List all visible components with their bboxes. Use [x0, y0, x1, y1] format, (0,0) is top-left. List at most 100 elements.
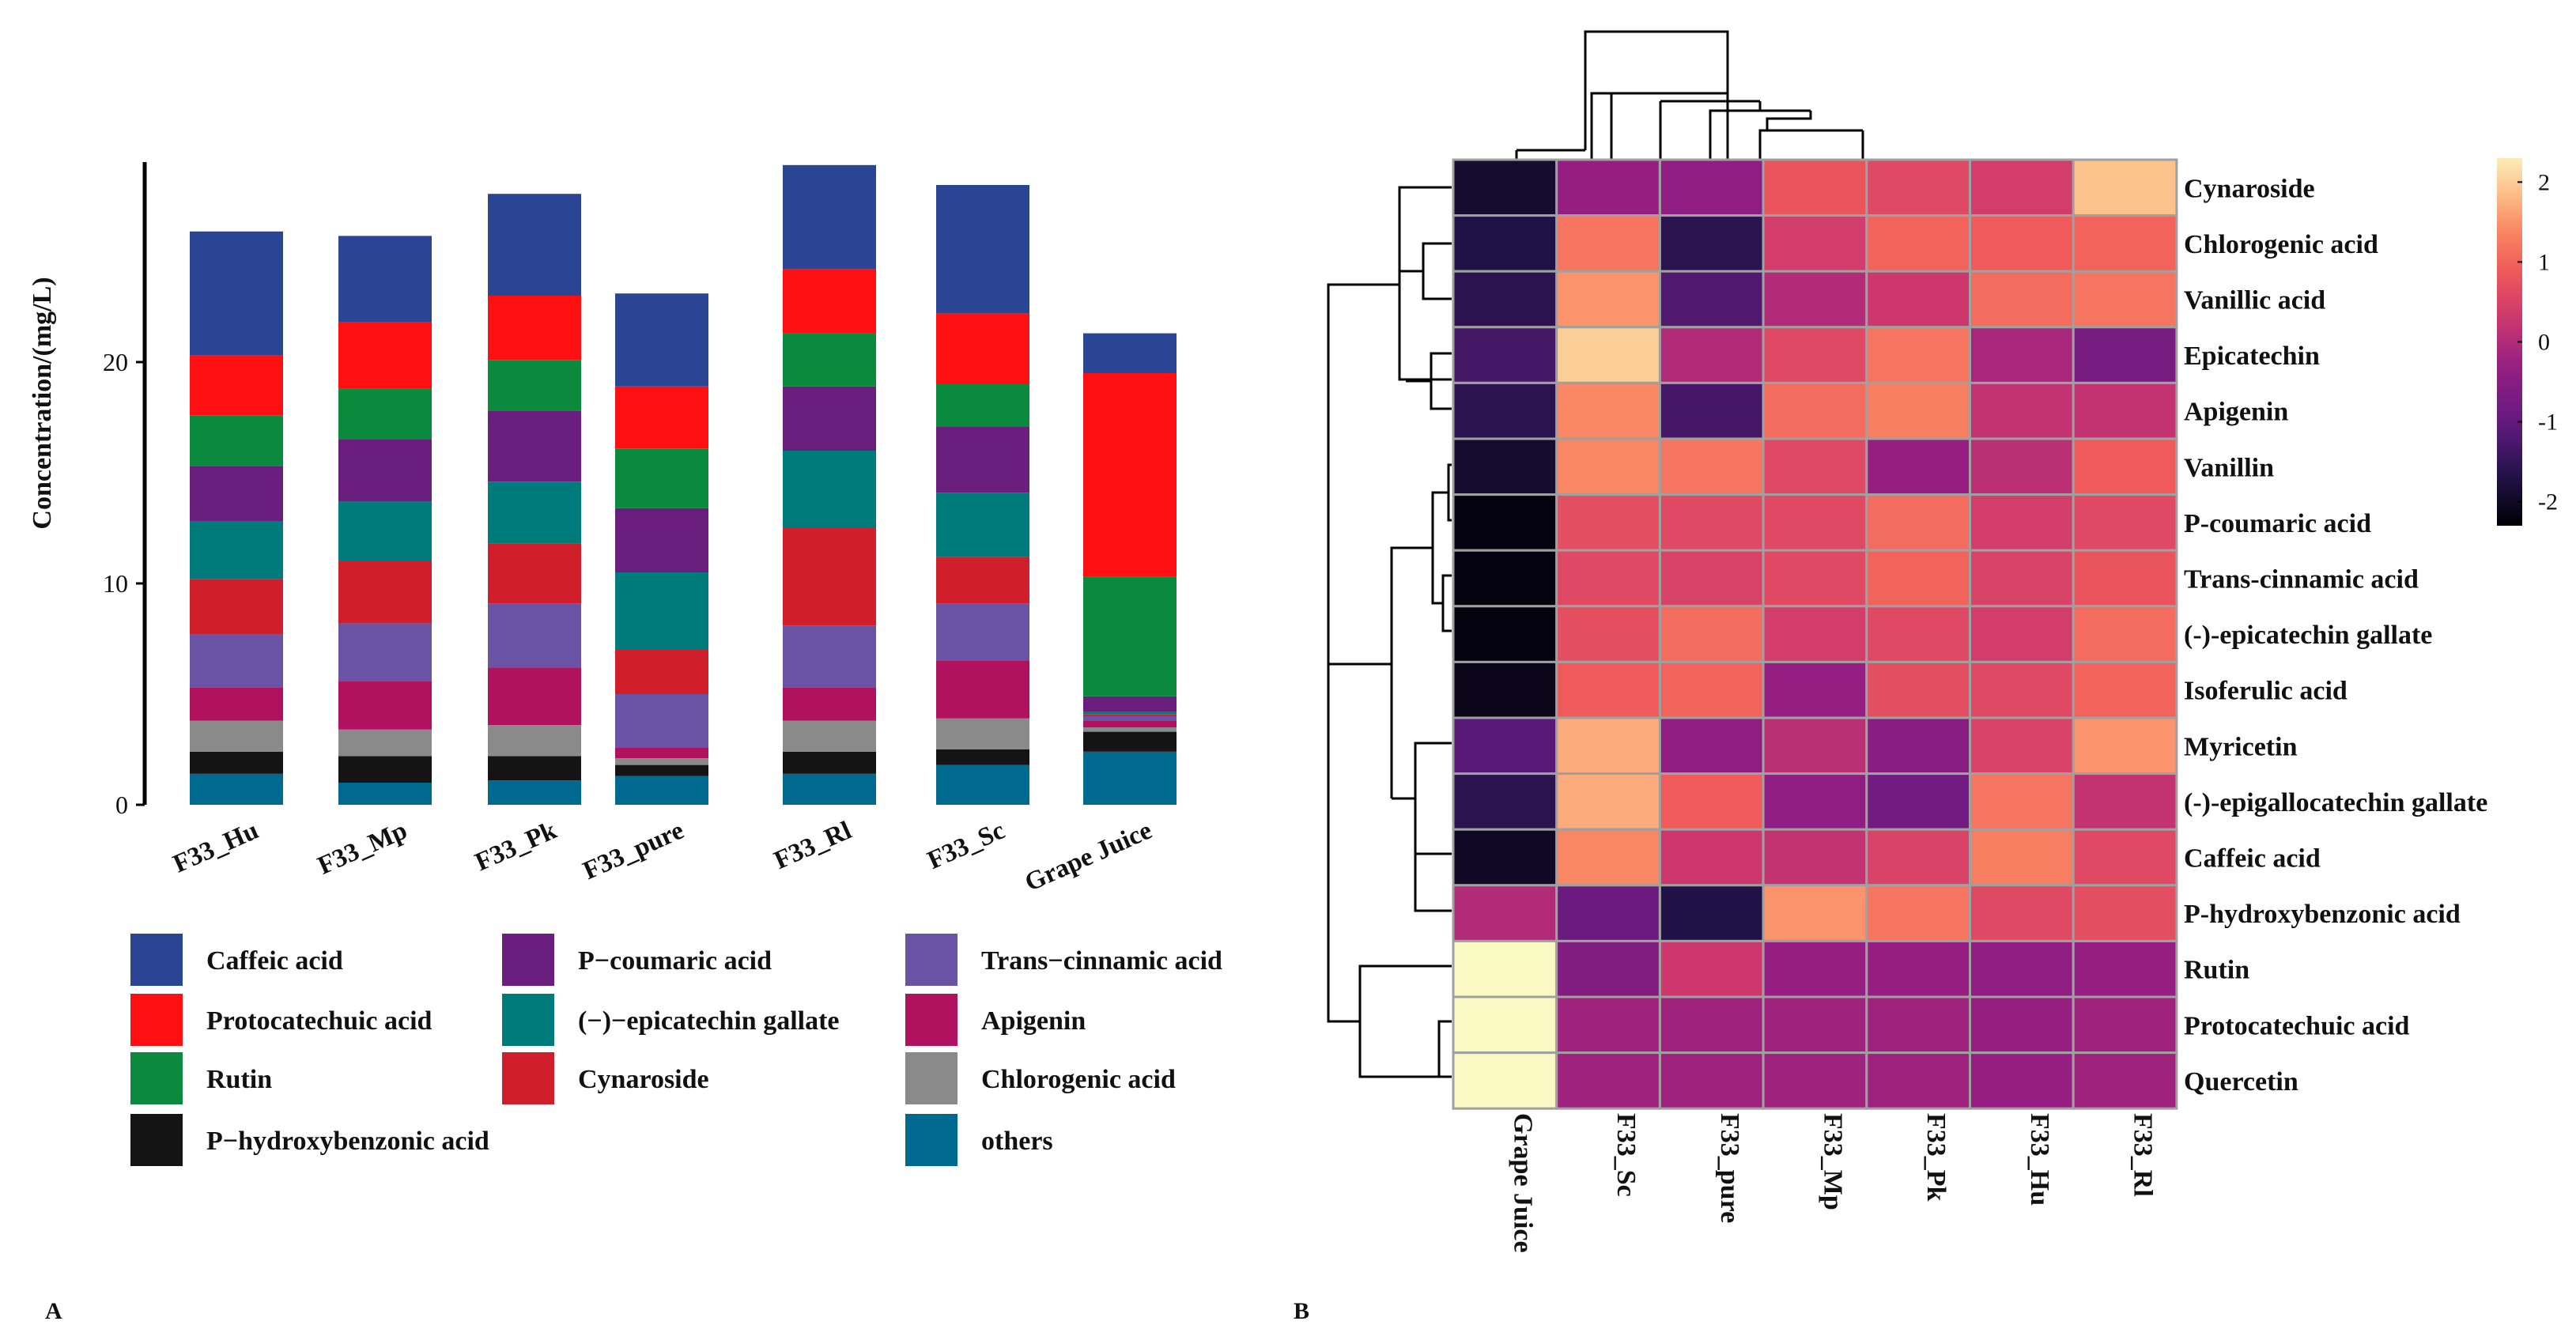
heatmap-cell-vanillic-acid-f33-mp — [1762, 270, 1868, 329]
heatmap-cell-apigenin-f33-hu — [1969, 381, 2075, 440]
bar-stack-grape-juice — [1083, 333, 1177, 805]
y-tick-label: 0 — [115, 791, 128, 819]
heatmap-cell-epicatechin-f33-mp — [1762, 326, 1868, 384]
heatmap-cell-apigenin-f33-sc — [1555, 381, 1661, 440]
bar-segment-p-hydroxybenzonic-acid — [1083, 731, 1177, 752]
heatmap-cell-cynaroside-f33-hu — [1969, 158, 2075, 217]
bar-segment-trans-cinnamic-acid — [1083, 716, 1177, 721]
bar-segment-protocatechuic-acid — [488, 296, 581, 360]
heatmap-cell-trans-cinnamic-acid-f33-pk — [1865, 549, 1972, 608]
heatmap-cell-rutin-f33-hu — [1969, 939, 2075, 998]
heatmap-cell-p-hydroxybenzonic-acid-f33-pure — [1658, 884, 1765, 942]
bar-segment-apigenin — [1083, 720, 1177, 727]
bar-segment-protocatechuic-acid — [1083, 373, 1177, 577]
bar-segment-rutin — [190, 415, 283, 466]
heatmap-cell-cynaroside-f33-pure — [1658, 158, 1765, 217]
bar-segment-apigenin — [338, 681, 432, 730]
heatmap-cell-isoferulic-acid-f33-sc — [1555, 660, 1661, 719]
heatmap-cell-cynaroside-grape-juice — [1452, 158, 1558, 217]
heatmap-cell-caffeic-acid-grape-juice — [1452, 828, 1558, 887]
heatmap-cell-protocatechuic-acid-f33-sc — [1555, 995, 1661, 1055]
heatmap-cell-p-coumaric-acid-f33-hu — [1969, 493, 2075, 552]
legend-label: Rutin — [206, 1065, 272, 1094]
heatmap-cell-caffeic-acid-f33-sc — [1555, 828, 1661, 887]
bar-segment-p-coumaric-acid — [615, 508, 708, 572]
heatmap-cell-vanillin-f33-sc — [1555, 437, 1661, 496]
bar-segment-trans-cinnamic-acid — [488, 603, 581, 668]
bar-segment-rutin — [615, 448, 708, 508]
heatmap-cell-chlorogenic-acid-f33-hu — [1969, 214, 2075, 273]
heatmap-cell-protocatechuic-acid-f33-pk — [1865, 995, 1972, 1055]
bar-segment-protocatechuic-acid — [783, 269, 876, 334]
heatmap-cell-vanillin-f33-rl — [2072, 437, 2178, 496]
heatmap-cell-chlorogenic-acid-f33-sc — [1555, 214, 1661, 273]
column-label: F33_Mp — [1818, 1113, 1847, 1210]
heatmap-cell-epicatechin-gallate-f33-pk — [1865, 605, 1972, 663]
heatmap-cell-quercetin-f33-pure — [1658, 1051, 1765, 1110]
legend-swatch — [905, 1052, 958, 1104]
legend-label: (−)−epicatechin gallate — [578, 1006, 840, 1036]
heatmap-cell-cynaroside-f33-pk — [1865, 158, 1972, 217]
bar-segment-chlorogenic-acid — [488, 725, 581, 757]
heatmap-cell-isoferulic-acid-f33-hu — [1969, 660, 2075, 719]
bar-segment-epicatechin-gallate — [338, 501, 432, 561]
heatmap-cell-quercetin-f33-sc — [1555, 1051, 1661, 1110]
legend-swatch — [130, 934, 183, 986]
heatmap-cell-caffeic-acid-f33-pure — [1658, 828, 1765, 887]
heatmap-cell-isoferulic-acid-f33-pk — [1865, 660, 1972, 719]
heatmap-cell-caffeic-acid-f33-pk — [1865, 828, 1972, 887]
bar-stacks — [190, 164, 1177, 805]
heatmap-cell-vanillic-acid-grape-juice — [1452, 270, 1558, 329]
x-tick-label: Grape Juice — [1021, 816, 1156, 897]
heatmap-cell-vanillin-grape-juice — [1452, 437, 1558, 496]
heatmap-cell-caffeic-acid-f33-rl — [2072, 828, 2178, 887]
heatmap-cell-trans-cinnamic-acid-f33-sc — [1555, 549, 1661, 608]
row-label: Trans-cinnamic acid — [2184, 565, 2419, 595]
row-label: Cynaroside — [2184, 174, 2315, 203]
column-label: F33_Hu — [2025, 1113, 2054, 1206]
heatmap-cell-quercetin-f33-hu — [1969, 1051, 2075, 1110]
bar-segment-apigenin — [190, 687, 283, 721]
bar-segment-rutin — [936, 384, 1029, 427]
column-label: F33_Sc — [1611, 1113, 1641, 1197]
row-dendrogram — [1327, 186, 1452, 1078]
heatmap-cell-myricetin-f33-rl — [2072, 716, 2178, 776]
heatmap-cell-protocatechuic-acid-f33-pure — [1658, 995, 1765, 1055]
y-axis-label: Concentration/(mg/L) — [28, 277, 57, 529]
x-tick-label: F33_Hu — [169, 816, 263, 878]
bar-segment-caffeic-acid — [338, 236, 432, 323]
bar-segment-trans-cinnamic-acid — [936, 603, 1029, 661]
legend: Caffeic acid Protocatechuic acid Rutin P−hy… — [130, 934, 1222, 1166]
bar-segment-chlorogenic-acid — [338, 729, 432, 757]
bar-segment-others — [936, 764, 1029, 805]
bar-segment-others — [1083, 751, 1177, 805]
legend-item-epicatechin-gallate: (−)−epicatechin gallate — [502, 994, 840, 1046]
x-tick-label: F33_pure — [579, 816, 688, 885]
bar-segment-epicatechin-gallate — [488, 481, 581, 544]
legend-swatch — [502, 1052, 554, 1104]
bar-segment-caffeic-acid — [488, 194, 581, 296]
heatmap-cell-trans-cinnamic-acid-f33-rl — [2072, 549, 2178, 608]
legend-swatch — [502, 934, 554, 986]
colorbar-tick-label: -2 — [2538, 489, 2558, 515]
bar-segment-caffeic-acid — [190, 231, 283, 356]
heatmap-cell-caffeic-acid-f33-hu — [1969, 828, 2075, 887]
bar-segment-cynaroside — [615, 650, 708, 694]
legend-item-cynaroside: Cynaroside — [502, 1052, 709, 1104]
legend-item-p-coumaric-acid: P−coumaric acid — [502, 934, 772, 986]
bar-stack-f33-pure — [615, 293, 708, 805]
heatmap-cell-vanillic-acid-f33-pure — [1658, 270, 1765, 329]
row-label: Isoferulic acid — [2184, 677, 2347, 706]
bar-segment-others — [615, 776, 708, 805]
heatmap-cell-p-coumaric-acid-f33-sc — [1555, 493, 1661, 552]
heatmap-cell-chlorogenic-acid-f33-mp — [1762, 214, 1868, 273]
heatmap-cell-cynaroside-f33-rl — [2072, 158, 2178, 217]
heatmap-cell-chlorogenic-acid-f33-pk — [1865, 214, 1972, 273]
row-label: Caffeic acid — [2184, 844, 2321, 874]
legend-swatch — [130, 994, 183, 1046]
bar-stack-f33-pk — [488, 194, 581, 805]
heatmap-cell-apigenin-grape-juice — [1452, 381, 1558, 440]
row-label: P-coumaric acid — [2184, 509, 2371, 538]
bar-segment-epicatechin-gallate — [783, 451, 876, 528]
